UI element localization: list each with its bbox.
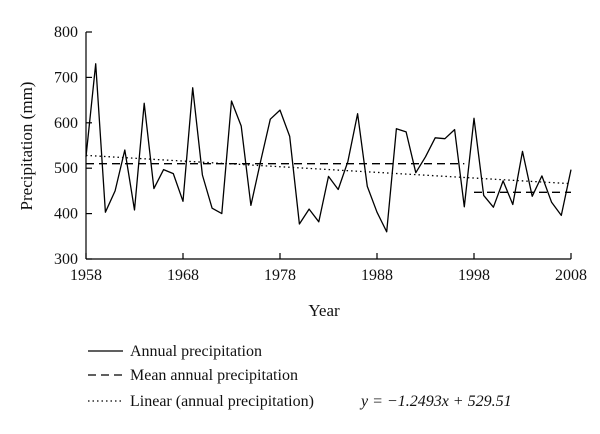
series-layer: [85, 63, 572, 233]
x-tick-label: 1978: [264, 267, 296, 284]
y-tick-label: 400: [54, 206, 78, 223]
y-ticks: 300 400 500 600 700 800: [54, 24, 92, 268]
x-tick-label: 1998: [458, 267, 490, 284]
y-tick-label: 700: [54, 69, 78, 86]
series-0: [85, 63, 572, 233]
legend-item-annual: Annual precipitation: [88, 343, 262, 360]
x-tick-label: 2008: [555, 267, 587, 284]
x-ticks: 1958 1968 1978 1988 1998 2008: [70, 253, 587, 284]
legend-item-linear: Linear (annual precipitation) y = −1.249…: [88, 393, 512, 410]
legend-label-mean: Mean annual precipitation: [130, 367, 298, 384]
x-tick-label: 1988: [361, 267, 393, 284]
annual-precipitation-line: [85, 63, 572, 233]
x-tick-label: 1958: [70, 267, 102, 284]
legend-equation: y = −1.2493x + 529.51: [359, 393, 512, 410]
plot-area: 1958 1968 1978 1988 1998 2008 300 400 500 600 700…: [54, 24, 587, 284]
legend-item-mean: Mean annual precipitation: [88, 367, 298, 384]
legend-label-annual: Annual precipitation: [130, 343, 262, 360]
x-axis-title: Year: [308, 301, 340, 320]
x-tick-label: 1968: [167, 267, 199, 284]
y-tick-label: 500: [54, 160, 78, 177]
y-axis-title: Precipitation (mm): [17, 82, 36, 211]
y-tick-label: 800: [54, 24, 78, 41]
legend: Annual precipitation Mean annual precipi…: [88, 343, 512, 410]
y-tick-label: 600: [54, 115, 78, 132]
legend-label-linear: Linear (annual precipitation): [130, 393, 314, 410]
y-tick-label: 300: [54, 251, 78, 268]
series-1: [86, 163, 571, 193]
